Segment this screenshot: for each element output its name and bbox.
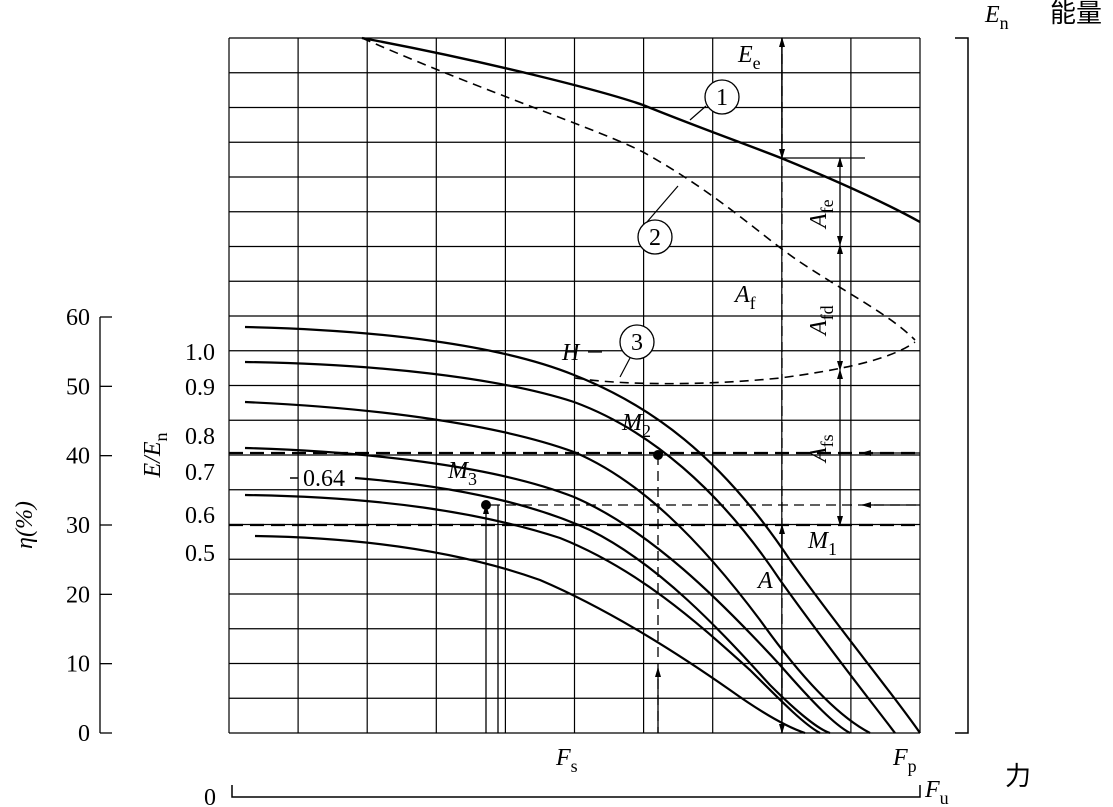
ratio-tick-label: 1.0 (185, 340, 215, 366)
curve (361, 37, 916, 341)
main-text: E (984, 2, 1000, 28)
subscript: fs (817, 434, 837, 447)
eta-tick-label: 60 (66, 305, 90, 331)
subscript: 2 (642, 421, 651, 441)
bracket (231, 785, 921, 798)
label: A (756, 568, 773, 594)
main-text: A (806, 447, 832, 464)
main-text: M (447, 458, 470, 484)
main-text: A (806, 320, 832, 337)
line (646, 185, 679, 223)
main-text: E/E (140, 441, 166, 478)
ratio-tick-label: 0.7 (185, 460, 215, 486)
force-axis-label: 力 (1005, 762, 1031, 792)
label: Afd (806, 305, 837, 337)
main-text: M (621, 410, 644, 436)
label: Afs (806, 434, 837, 464)
main-text: E (737, 42, 753, 68)
callout-circle (637, 219, 673, 255)
label: Af (733, 282, 756, 313)
label: M3 (447, 458, 477, 489)
point (653, 450, 663, 460)
x-label: Fs (555, 745, 578, 776)
bracket (955, 37, 969, 734)
curve (361, 36, 921, 224)
curve (244, 493, 821, 734)
curve (244, 400, 871, 734)
eta-tick-label: 40 (66, 444, 90, 470)
callout-circle (704, 79, 740, 115)
callout-label: 3 (631, 330, 643, 356)
callout-label: 1 (716, 85, 728, 111)
ratio-axis-label: E/En (140, 433, 171, 479)
main-text: M (807, 528, 830, 554)
eta-tick-label: 30 (66, 513, 90, 539)
x-label: Fu (924, 777, 949, 807)
curve (244, 446, 851, 734)
subscript: f (750, 293, 756, 313)
eta-tick-label: 0 (78, 721, 90, 747)
subscript: n (1000, 13, 1009, 33)
subscript: e (753, 53, 761, 73)
ratio-tick-label: 0.64 (303, 466, 345, 492)
main-text: F (892, 745, 908, 771)
subscript: s (571, 756, 578, 776)
subscript: fd (817, 305, 837, 320)
label: Ee (737, 42, 761, 73)
ratio-tick-label: 0.6 (185, 503, 215, 529)
main-text: F (924, 777, 940, 803)
force-origin: 0 (204, 785, 216, 807)
callout-label: 2 (649, 225, 661, 251)
eta-tick-label: 50 (66, 374, 90, 400)
point (481, 500, 491, 510)
main-text: A (806, 213, 832, 230)
subscript: u (940, 788, 949, 807)
energy-label: 能量 (1050, 0, 1102, 29)
subscript: 1 (828, 539, 837, 559)
line (689, 105, 707, 121)
curve (244, 325, 921, 734)
curve (254, 534, 806, 735)
line (619, 357, 631, 378)
label: M1 (807, 528, 837, 559)
ratio-tick-label: 0.9 (185, 375, 215, 401)
eta-tick-label: 10 (66, 652, 90, 678)
x-label: Fp (892, 745, 917, 776)
subscript: 3 (468, 469, 477, 489)
curve (244, 360, 896, 734)
ratio-tick-label: 0.8 (185, 424, 215, 450)
subscript: n (151, 433, 171, 442)
ratio-tick-label: 0.5 (185, 541, 215, 567)
energy-symbol: En (984, 2, 1009, 33)
main-text: F (555, 745, 571, 771)
callout-circle (619, 324, 655, 360)
label: M2 (621, 410, 651, 441)
label: H (561, 340, 581, 366)
label: Afe (806, 199, 837, 230)
eta-tick-label: 20 (66, 582, 90, 608)
eta-axis-label: η(%) (12, 501, 38, 549)
subscript: fe (817, 199, 837, 213)
curve (354, 476, 831, 735)
subscript: p (908, 756, 917, 776)
curve (574, 341, 916, 385)
main-text: A (733, 282, 750, 308)
